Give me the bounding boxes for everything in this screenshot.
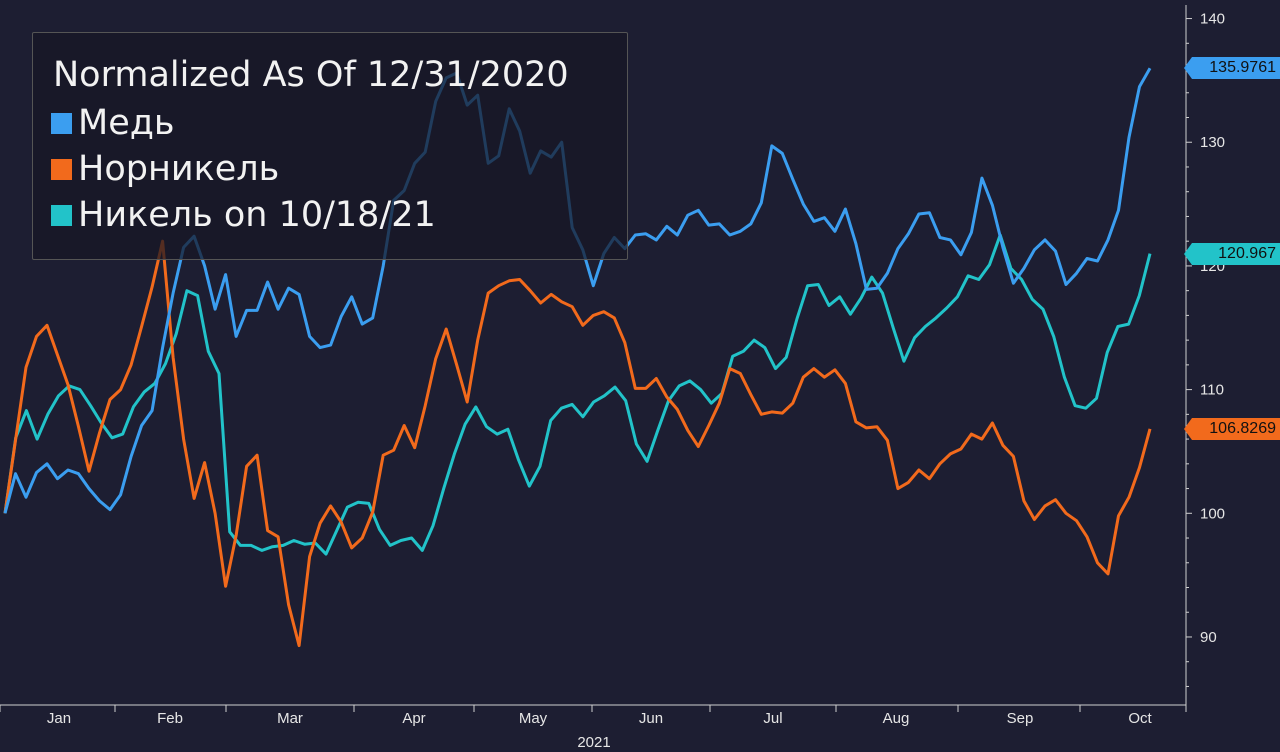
x-tick-label: Feb	[157, 710, 183, 727]
x-tick-label: Apr	[402, 710, 425, 727]
x-year-label: 2021	[577, 734, 610, 751]
legend-item-nickel: Никель on 10/18/21	[51, 195, 436, 235]
last-value-badge-nickel: 120.967	[1184, 242, 1280, 265]
legend: Normalized As Of 12/31/2020 Медь Норнике…	[32, 32, 628, 260]
legend-label: Медь	[78, 103, 175, 143]
x-tick-label: Jun	[639, 710, 663, 727]
legend-item-copper: Медь	[51, 103, 175, 143]
y-tick-label: 90	[1200, 629, 1217, 646]
last-value-badge-nornickel: 106.8269	[1184, 417, 1280, 440]
legend-item-nornickel: Норникель	[51, 149, 279, 189]
y-tick-label: 130	[1200, 134, 1225, 151]
y-tick-label: 110	[1200, 382, 1224, 399]
chart-title: Normalized As Of 12/31/2020	[53, 55, 569, 95]
legend-swatch	[51, 112, 72, 134]
series-line-1	[3, 239, 1152, 648]
legend-label: Норникель	[78, 149, 280, 189]
x-tick-label: May	[519, 710, 548, 727]
x-tick-label: Jan	[47, 710, 71, 727]
y-tick-label: 140	[1200, 11, 1225, 28]
y-tick-label: 100	[1200, 505, 1225, 522]
legend-swatch	[51, 204, 72, 226]
x-tick-label: Sep	[1007, 710, 1034, 727]
x-tick-label: Jul	[763, 710, 782, 727]
x-tick-label: Oct	[1128, 710, 1152, 727]
x-tick-label: Mar	[277, 710, 303, 727]
series-line-2	[3, 233, 1152, 556]
last-value-badge-copper: 135.9761	[1184, 57, 1280, 80]
x-tick-label: Aug	[883, 710, 910, 727]
legend-label: Никель on 10/18/21	[78, 195, 436, 235]
legend-swatch	[51, 158, 72, 180]
